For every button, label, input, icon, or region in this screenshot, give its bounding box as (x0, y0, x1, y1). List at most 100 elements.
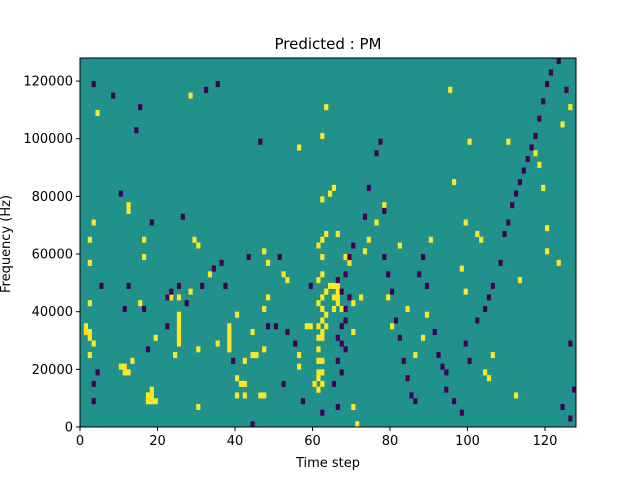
high-cell-153 (545, 248, 550, 255)
low-cell-56 (366, 184, 371, 191)
high-cell-146 (506, 138, 511, 145)
low-cell-82 (483, 305, 488, 312)
high-cell-2 (87, 328, 92, 336)
high-cell-78 (320, 380, 325, 387)
low-cell-59 (382, 207, 387, 214)
low-cell-89 (514, 190, 519, 197)
low-cell-0 (91, 81, 96, 88)
high-cell-37 (176, 340, 182, 347)
high-cell-3 (87, 334, 92, 341)
x-tick-label: 120 (533, 434, 558, 449)
plot-area (79, 57, 577, 428)
low-cell-81 (475, 317, 480, 324)
high-cell-46 (227, 334, 232, 341)
high-cell-82 (320, 357, 325, 364)
low-cell-13 (149, 219, 154, 226)
high-cell-57 (242, 357, 247, 364)
low-cell-41 (339, 369, 344, 376)
high-cell-23 (149, 398, 154, 405)
low-cell-25 (223, 282, 228, 289)
high-cell-67 (266, 294, 271, 301)
low-cell-10 (138, 104, 143, 111)
low-cell-15 (165, 294, 170, 301)
high-cell-61 (258, 392, 263, 399)
high-cell-123 (362, 248, 368, 255)
low-cell-42 (335, 357, 340, 364)
high-cell-121 (351, 300, 356, 307)
low-cell-54 (351, 242, 356, 249)
high-cell-147 (514, 392, 519, 399)
high-cell-139 (467, 138, 472, 145)
low-cell-64 (397, 334, 402, 341)
y-tick-label: 40000 (32, 305, 73, 320)
high-cell-102 (335, 300, 340, 307)
high-cell-151 (541, 184, 546, 191)
high-cell-101 (331, 305, 337, 312)
low-cell-86 (502, 230, 507, 238)
low-cell-65 (401, 357, 406, 364)
high-cell-156 (568, 104, 573, 111)
y-axis-ticks: 0 20000 40000 60000 80000 100000 120000 (23, 75, 80, 436)
high-cell-84 (316, 334, 321, 341)
high-cell-130 (405, 305, 410, 312)
low-cell-103 (560, 403, 565, 411)
low-cell-31 (273, 323, 278, 330)
high-cell-59 (254, 352, 259, 359)
high-cell-22 (145, 398, 151, 405)
high-cell-34 (176, 323, 182, 330)
high-cell-53 (235, 311, 240, 318)
low-cell-62 (390, 288, 395, 295)
high-cell-64 (262, 305, 267, 312)
high-cell-8 (87, 236, 92, 243)
high-cell-131 (413, 352, 418, 359)
low-cell-78 (459, 409, 464, 416)
high-cell-4 (91, 340, 96, 347)
high-cell-10 (95, 109, 100, 116)
low-cell-92 (525, 156, 530, 163)
low-cell-66 (405, 375, 410, 382)
low-cell-35 (293, 340, 298, 347)
low-cell-37 (308, 282, 313, 289)
low-cell-18 (180, 213, 185, 220)
low-cell-79 (463, 340, 468, 347)
high-cell-65 (262, 248, 267, 255)
high-cell-110 (320, 196, 325, 203)
high-cell-143 (483, 369, 488, 376)
x-tick-label: 80 (382, 434, 399, 449)
low-cell-99 (556, 58, 561, 65)
high-cell-97 (335, 282, 340, 289)
high-cell-134 (428, 236, 433, 243)
high-cell-5 (87, 352, 92, 359)
high-cell-17 (126, 202, 131, 209)
low-cell-85 (498, 259, 503, 266)
low-cell-1 (91, 398, 96, 405)
low-cell-102 (572, 386, 577, 393)
low-cell-38 (320, 409, 325, 416)
high-cell-24 (149, 392, 154, 399)
low-cell-14 (165, 323, 170, 330)
high-cell-81 (316, 357, 321, 364)
high-cell-69 (285, 277, 290, 284)
high-cell-66 (266, 259, 271, 266)
high-cell-142 (479, 236, 484, 243)
low-cell-7 (122, 305, 127, 312)
high-cell-15 (126, 369, 131, 376)
high-cell-72 (297, 144, 302, 151)
high-cell-108 (320, 236, 325, 243)
low-cell-21 (204, 86, 209, 93)
low-cell-32 (277, 254, 282, 261)
high-cell-138 (463, 288, 468, 295)
high-cell-35 (176, 328, 182, 336)
high-cell-51 (235, 392, 240, 399)
high-cell-62 (262, 392, 267, 399)
high-cell-49 (227, 346, 232, 353)
low-cell-72 (432, 328, 437, 336)
high-cell-141 (475, 230, 480, 238)
low-cell-63 (393, 317, 399, 324)
high-cell-44 (207, 271, 213, 278)
low-cell-20 (200, 282, 205, 289)
low-cell-84 (490, 282, 495, 289)
chart-title: Predicted : PM (275, 35, 382, 53)
low-cell-98 (548, 69, 554, 76)
low-cell-68 (413, 398, 418, 405)
